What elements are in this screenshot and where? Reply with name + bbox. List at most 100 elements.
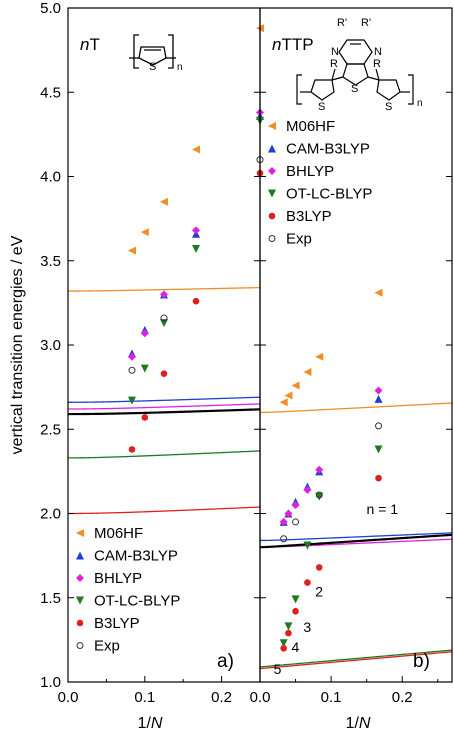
n-label-4: 5	[274, 661, 282, 677]
ttp-subscript: n	[417, 98, 423, 109]
panel-b-xtick-label-2: 0.2	[392, 689, 413, 706]
thiophene-structure-icon	[129, 34, 176, 69]
panel-a-legend-label-ot-lc-blyp: OT-LC-BLYP	[94, 593, 180, 610]
panel-a-xtick-label-2: 0.2	[211, 689, 232, 706]
panel-b-legend-marker-b3lyp	[268, 212, 276, 220]
ttp-label-r-2: R	[373, 58, 381, 70]
panel-b-bhlyp-point-1	[284, 509, 293, 518]
panel-a-legend-label-cam-b3lyp: CAM-B3LYP	[94, 548, 178, 565]
panel-a-ot-lc-blyp-point-1	[140, 364, 149, 373]
x-axis-title-b-main: 1/	[346, 715, 360, 732]
x-axis-title-a-main: 1/	[138, 715, 152, 732]
panel-b-curves	[260, 402, 452, 670]
panel-a-legend-label-bhlyp: BHLYP	[94, 570, 142, 587]
n-label-2: 3	[303, 619, 311, 635]
panel-b-letter: b)	[413, 651, 430, 672]
panel-b-title: nTTP	[272, 35, 314, 54]
panel-a-legend-marker-b3lyp	[76, 619, 84, 627]
panel-b-b3lyp-point-2	[292, 607, 299, 615]
panel-a-m06hf-point-1	[140, 228, 149, 237]
x-axis-title-a-italic: N	[151, 715, 163, 732]
ytick-label-7: 4.5	[40, 84, 61, 101]
ytick-label-6: 4.0	[40, 169, 61, 186]
ytick-label-5: 3.5	[40, 253, 61, 270]
panel-b-legend: M06HF CAM-B3LYP BHLYP OT-LC-BLYP B3LYP Exp	[268, 118, 372, 248]
panel-b-b3lyp-point-3	[304, 579, 311, 586]
panel-b-b3lyp-point-4	[315, 564, 323, 571]
panel-a-bhlyp-point-3	[192, 226, 201, 235]
panel-a-cam-b3lyp-curve	[68, 396, 260, 403]
x-axis-title-b: 1/N	[346, 715, 371, 732]
panel-b-title-n: n	[272, 35, 281, 54]
panel-b-b3lyp-point-5	[375, 474, 382, 482]
n-label-0: n = 1	[367, 501, 399, 517]
panel-a-b3lyp-point-1	[141, 414, 149, 421]
panel-a-b3lyp-point-2	[160, 370, 168, 377]
panel-b-m06hf-point-4	[315, 352, 324, 361]
panel-b-ot-lc-blyp-point-3	[303, 541, 312, 550]
panel-a-bhlyp-point-1	[140, 329, 149, 338]
panel-a-bhlyp-point-0	[127, 352, 136, 361]
ytick-label-1: 1.5	[40, 590, 61, 607]
panel-a-legend-label-m06hf: M06HF	[94, 525, 143, 542]
panel-b-xtick-label-0: 0.0	[250, 689, 271, 706]
panel-a-legend-marker-m06hf	[76, 529, 84, 537]
panel-a-m06hf-point-3	[192, 145, 201, 154]
panel-b-ot-lc-blyp-point-2	[291, 595, 300, 604]
ytick-label-4: 3.0	[40, 337, 61, 354]
panel-b-legend-label-cam-b3lyp: CAM-B3LYP	[286, 141, 370, 158]
panel-b-ot-lc-blyp-point-4	[315, 492, 324, 501]
panel-a-m06hf-point-0	[127, 246, 136, 255]
panel-a-curves	[68, 286, 260, 515]
panel-b-exp-point-2	[315, 491, 323, 499]
panel-a-b3lyp-point-0	[128, 446, 136, 453]
panel-b-m06hf-point-0	[279, 398, 288, 407]
panel-a-ot-lc-blyp-curve	[68, 450, 260, 459]
panel-b-legend-marker-exp	[268, 235, 276, 242]
axes: 0.0 0.1 0.2 0.0 0.1 0.2 1.0 1.5 2.0 2.5 3.0 3.5 4.0 4…	[40, 0, 453, 706]
panel-b-bhlyp-point-3	[303, 485, 312, 494]
panel-a-m06hf-curve	[68, 286, 260, 292]
panel-a-legend-label-exp: Exp	[94, 638, 120, 655]
panel-b-title-rest: TTP	[281, 35, 313, 54]
panel-a-points	[127, 24, 264, 453]
panel-b-ot-lc-blyp-point-5	[374, 445, 383, 454]
panel-b-ot-lc-blyp-point-1	[284, 622, 293, 631]
panel-b-legend-label-m06hf: M06HF	[286, 118, 335, 135]
panel-b-legend-marker-ot-lc-blyp	[268, 189, 276, 198]
x-axis-title-a: 1/N	[138, 715, 163, 732]
ttp-label-s-3: S	[385, 101, 392, 113]
panel-a-title-n: n	[80, 35, 89, 54]
panel-a-fit-curve	[68, 408, 260, 416]
panel-b-exp-point-0	[280, 535, 288, 543]
panel-b-legend-marker-bhlyp	[268, 167, 276, 175]
panel-b-bhlyp-point-5	[374, 386, 383, 395]
panel-b-fit-curve	[260, 533, 452, 549]
panel-a-ot-lc-blyp-point-2	[160, 319, 168, 328]
panel-b-m06hf-point-2	[291, 381, 300, 390]
ttp-label-n-2: N	[374, 46, 382, 58]
panel-b-m06hf-curve	[260, 402, 452, 414]
panel-b-xtick-label-1: 0.1	[321, 689, 342, 706]
panel-a-legend-marker-ot-lc-blyp	[76, 596, 84, 605]
panel-b-bhlyp-point-0	[279, 517, 288, 526]
ttp-label-n-1: N	[331, 46, 339, 58]
panel-b-legend-marker-cam-b3lyp	[268, 144, 276, 153]
panel-a-b3lyp-curve	[68, 506, 260, 515]
panel-b-m06hf-point-1	[284, 391, 293, 400]
ttp-label-s-1: S	[351, 83, 358, 95]
panel-a-xtick-label-1: 0.1	[134, 689, 155, 706]
panel-b-ot-lc-blyp-curve	[260, 649, 452, 668]
panel-b-ot-lc-blyp-point-0	[279, 639, 288, 648]
panel-a-bhlyp-curve	[68, 403, 260, 410]
ytick-label-8: 5.0	[40, 0, 61, 17]
panel-b-legend-label-bhlyp: BHLYP	[286, 163, 334, 180]
ttp-structure-icon	[296, 39, 414, 105]
x-axis-title-b-italic: N	[359, 715, 371, 732]
ttp-label-r-prime-1: R'	[337, 17, 347, 29]
panel-b-b3lyp-point-1	[285, 629, 292, 637]
panel-b-m06hf-point-3	[303, 367, 312, 376]
n-label-3: 4	[292, 639, 300, 655]
panel-a-ot-lc-blyp-point-3	[192, 244, 201, 253]
